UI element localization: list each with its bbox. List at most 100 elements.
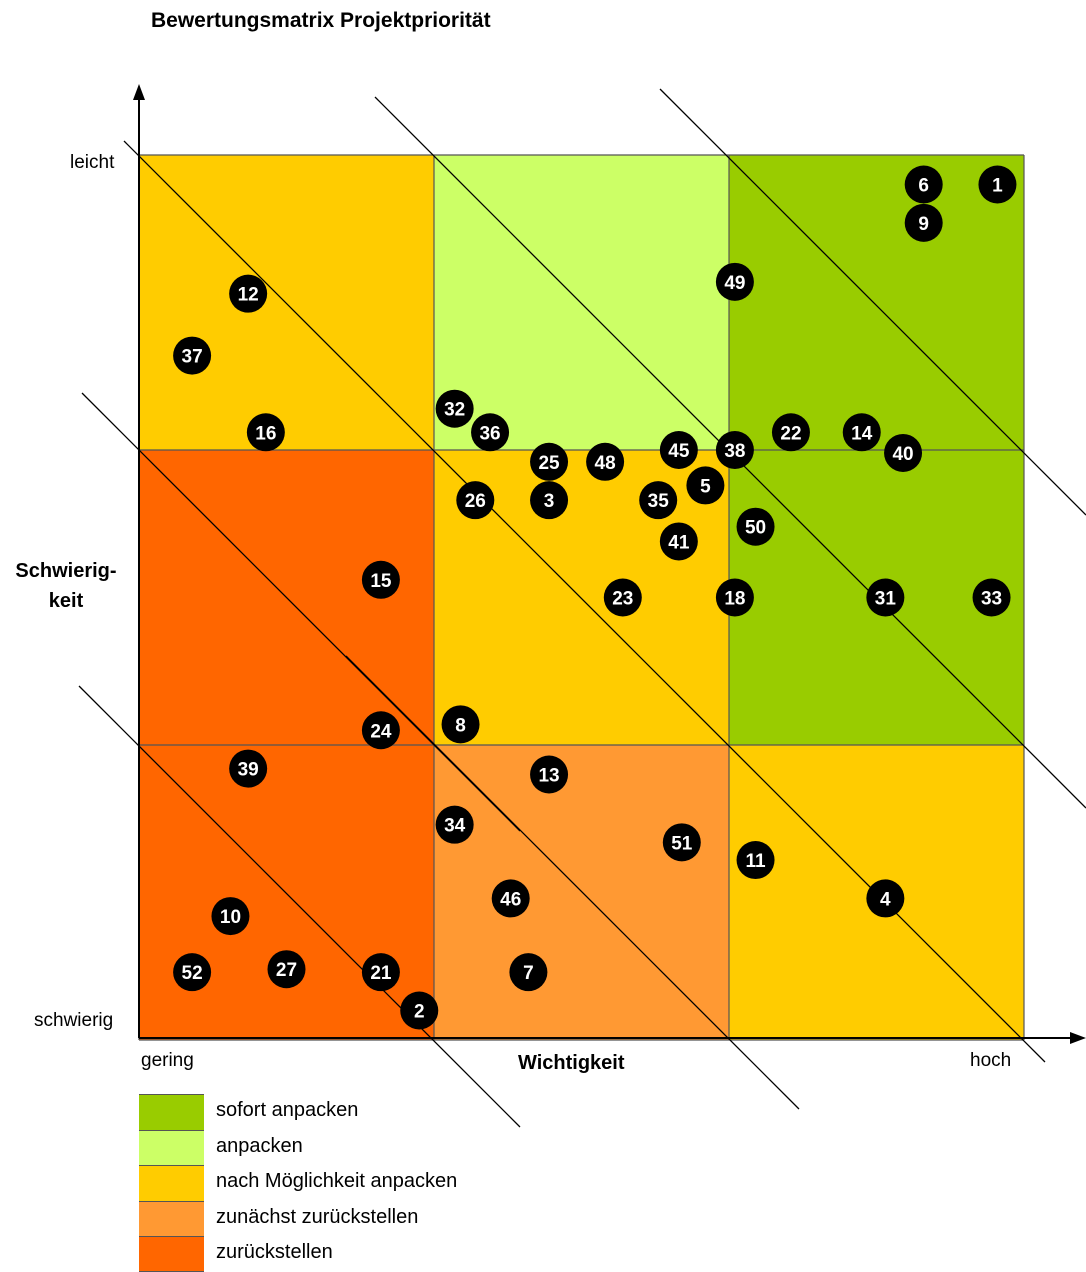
project-marker-label: 41	[668, 532, 690, 553]
project-marker-circle	[866, 578, 905, 617]
project-marker-6: 6	[904, 165, 943, 204]
project-marker-circle	[686, 466, 725, 505]
legend-label-zunaechst: zunächst zurückstellen	[216, 1205, 419, 1228]
project-marker-circle	[736, 507, 775, 546]
project-marker-51: 51	[662, 823, 701, 862]
project-marker-label: 33	[981, 589, 1002, 610]
project-marker-label: 7	[523, 963, 534, 984]
project-marker-circle	[435, 389, 474, 428]
project-marker-circle	[715, 262, 754, 301]
project-marker-label: 14	[851, 423, 873, 444]
project-marker-circle	[659, 431, 698, 469]
project-marker-label: 39	[238, 760, 259, 781]
project-marker-37: 37	[173, 336, 212, 375]
project-marker-circle	[441, 705, 480, 744]
project-marker-label: 6	[918, 176, 929, 197]
project-marker-circle	[173, 953, 212, 992]
diagonal-line-4	[78, 685, 521, 1128]
project-marker-circle	[173, 336, 212, 375]
project-marker-label: 15	[370, 571, 392, 592]
project-marker-label: 22	[780, 423, 801, 444]
project-marker-circle	[530, 755, 569, 794]
project-marker-27: 27	[267, 950, 306, 989]
project-marker-label: 27	[276, 960, 297, 981]
project-marker-label: 1	[992, 176, 1003, 197]
project-marker-3: 3	[530, 481, 569, 520]
project-marker-23: 23	[603, 578, 642, 617]
matrix-cell-0-2	[729, 155, 1024, 450]
project-marker-circle	[229, 749, 268, 788]
project-marker-circle	[715, 578, 754, 617]
project-marker-label: 31	[875, 589, 897, 610]
project-marker-39: 39	[229, 749, 268, 788]
project-marker-46: 46	[491, 879, 530, 918]
project-marker-24: 24	[361, 711, 400, 750]
project-marker-11: 11	[736, 841, 775, 880]
legend-label-zurueckstellen: zurückstellen	[216, 1241, 333, 1263]
project-marker-22: 22	[771, 413, 810, 452]
project-marker-circle	[884, 433, 923, 472]
project-marker-2: 2	[400, 991, 439, 1030]
x-axis-left-label: gering	[141, 1050, 194, 1071]
project-marker-circle	[662, 823, 701, 862]
legend-swatch-zurueckstellen	[139, 1236, 204, 1272]
project-marker-circle	[400, 991, 439, 1030]
project-marker-circle	[267, 950, 306, 989]
project-marker-1: 1	[978, 165, 1017, 204]
project-marker-circle	[904, 165, 943, 204]
project-marker-circle	[736, 841, 775, 880]
project-marker-label: 37	[182, 347, 203, 368]
project-marker-circle	[978, 165, 1017, 204]
project-marker-label: 10	[220, 907, 241, 928]
y-axis-top-label: leicht	[70, 152, 115, 173]
legend-swatch-sofort	[139, 1094, 204, 1130]
project-marker-52: 52	[173, 953, 212, 992]
project-marker-circle	[530, 442, 569, 481]
project-marker-circle	[361, 711, 400, 750]
project-marker-circle	[842, 413, 881, 452]
legend-swatch-zunaechst	[139, 1200, 204, 1236]
diagonal-line-3	[81, 392, 521, 832]
project-marker-18: 18	[715, 578, 754, 617]
legend-label-sofort: sofort anpacken	[216, 1099, 359, 1121]
project-marker-label: 34	[444, 816, 466, 837]
project-marker-circle	[771, 413, 810, 452]
project-marker-circle	[361, 560, 400, 599]
project-marker-7: 7	[509, 953, 548, 992]
project-marker-label: 32	[444, 400, 465, 421]
project-marker-40: 40	[884, 433, 923, 472]
project-marker-10: 10	[211, 897, 250, 936]
x-axis-title: Wichtigkeit	[518, 1052, 625, 1074]
project-marker-31: 31	[866, 578, 905, 617]
legend-label-nach-moeglichkeit: nach Möglichkeit anpacken	[216, 1170, 458, 1192]
project-marker-circle	[435, 805, 474, 844]
project-marker-label: 48	[595, 453, 616, 474]
project-marker-circle	[586, 442, 625, 481]
project-marker-12: 12	[229, 274, 268, 313]
diagonal-line-2	[659, 88, 1086, 516]
project-marker-33: 33	[972, 578, 1011, 617]
project-marker-48: 48	[586, 442, 625, 481]
project-marker-9: 9	[904, 203, 943, 242]
project-marker-label: 23	[612, 589, 633, 610]
axes	[133, 84, 1086, 1044]
project-marker-label: 24	[370, 721, 392, 742]
project-marker-32: 32	[435, 389, 474, 428]
project-marker-label: 18	[724, 589, 745, 610]
y-axis-bottom-label: schwierig	[34, 1010, 114, 1031]
project-marker-label: 21	[370, 963, 392, 984]
project-marker-circle	[211, 897, 250, 936]
project-marker-26: 26	[456, 481, 495, 520]
x-axis-arrow	[1070, 1032, 1086, 1044]
project-marker-label: 49	[724, 273, 745, 294]
project-marker-34: 34	[435, 805, 474, 844]
project-marker-49: 49	[715, 262, 754, 301]
project-marker-16: 16	[246, 413, 285, 452]
project-marker-circle	[229, 274, 268, 313]
legend-label-anpacken: anpacken	[216, 1134, 303, 1157]
project-marker-13: 13	[530, 755, 569, 794]
project-marker-5: 5	[686, 466, 725, 505]
matrix-cell-0-0	[139, 155, 434, 450]
project-marker-8: 8	[441, 705, 480, 744]
